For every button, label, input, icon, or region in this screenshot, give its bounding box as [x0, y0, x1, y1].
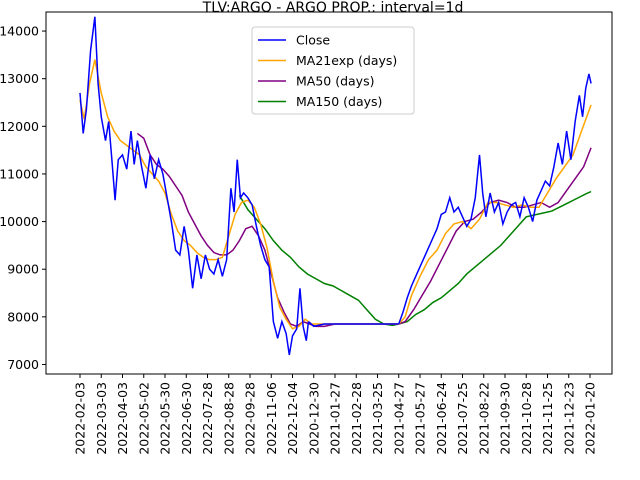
- series-close-line: [79, 16, 310, 356]
- x-tick-label: 2021-11-25: [540, 382, 555, 455]
- series-close-line-gap: [307, 321, 399, 328]
- x-tick-label: 2021-04-27: [391, 382, 406, 455]
- plot-lines: [79, 16, 592, 356]
- legend-label: Close: [296, 33, 330, 48]
- x-tick-label: 2022-12-04: [285, 382, 300, 455]
- x-tick-label: 2021-02-28: [349, 382, 364, 455]
- legend-label: MA150 (days): [296, 94, 382, 109]
- x-tick-label: 2021-01-27: [328, 382, 343, 455]
- y-tick-label: 14000: [0, 24, 39, 39]
- x-tick-label: 2022-08-28: [221, 382, 236, 455]
- legend: Close MA21exp (days) MA50 (days) MA150 (day…: [251, 26, 415, 115]
- x-tick-label: 2021-09-30: [498, 382, 513, 455]
- x-tick-label: 2021-05-27: [413, 382, 428, 455]
- y-tick-label: 9000: [7, 262, 39, 277]
- x-axis: 2022-02-03 2022-03-03 2022-04-03 2022-05-02…: [73, 374, 598, 455]
- legend-label: MA50 (days): [296, 74, 374, 89]
- x-tick-label: 2022-05-30: [158, 382, 173, 455]
- x-tick-label: 2022-05-02: [136, 382, 151, 455]
- x-tick-label: 2022-01-20: [583, 382, 598, 455]
- chart-title: TLV:ARGO - ARGO PROP.: interval=1d: [202, 0, 464, 16]
- x-tick-label: 2021-06-24: [434, 382, 449, 455]
- x-tick-label: 2022-09-28: [243, 382, 258, 455]
- x-tick-label: 2022-07-28: [200, 382, 215, 455]
- series-ma150-line: [238, 190, 592, 327]
- series-ma50-line: [136, 132, 592, 328]
- y-axis: 7000 8000 9000 10000 11000 12000 13000 14000: [0, 24, 46, 372]
- legend-label: MA21exp (days): [296, 53, 397, 68]
- y-tick-label: 11000: [0, 166, 39, 181]
- x-tick-label: 2022-06-30: [179, 382, 194, 455]
- x-tick-label: 2022-02-03: [73, 382, 88, 455]
- x-tick-label: 2022-11-06: [264, 382, 279, 455]
- y-tick-label: 13000: [0, 71, 39, 86]
- x-tick-label: 2020-12-30: [306, 382, 321, 455]
- y-tick-label: 12000: [0, 119, 39, 134]
- x-tick-label: 2022-04-03: [115, 382, 130, 455]
- plot-area-frame: [45, 11, 613, 375]
- legend-frame: [251, 26, 415, 115]
- x-tick-label: 2022-03-03: [94, 382, 109, 455]
- x-tick-label: 2021-12-23: [561, 382, 576, 455]
- x-tick-label: 2021-08-22: [476, 382, 491, 455]
- x-tick-label: 2021-10-28: [519, 382, 534, 455]
- x-tick-label: 2021-07-25: [455, 382, 470, 455]
- x-tick-label: 2021-03-25: [370, 382, 385, 455]
- y-tick-label: 7000: [7, 357, 39, 372]
- y-tick-label: 10000: [0, 214, 39, 229]
- series-close-line-recent: [398, 73, 592, 325]
- y-tick-label: 8000: [7, 309, 39, 324]
